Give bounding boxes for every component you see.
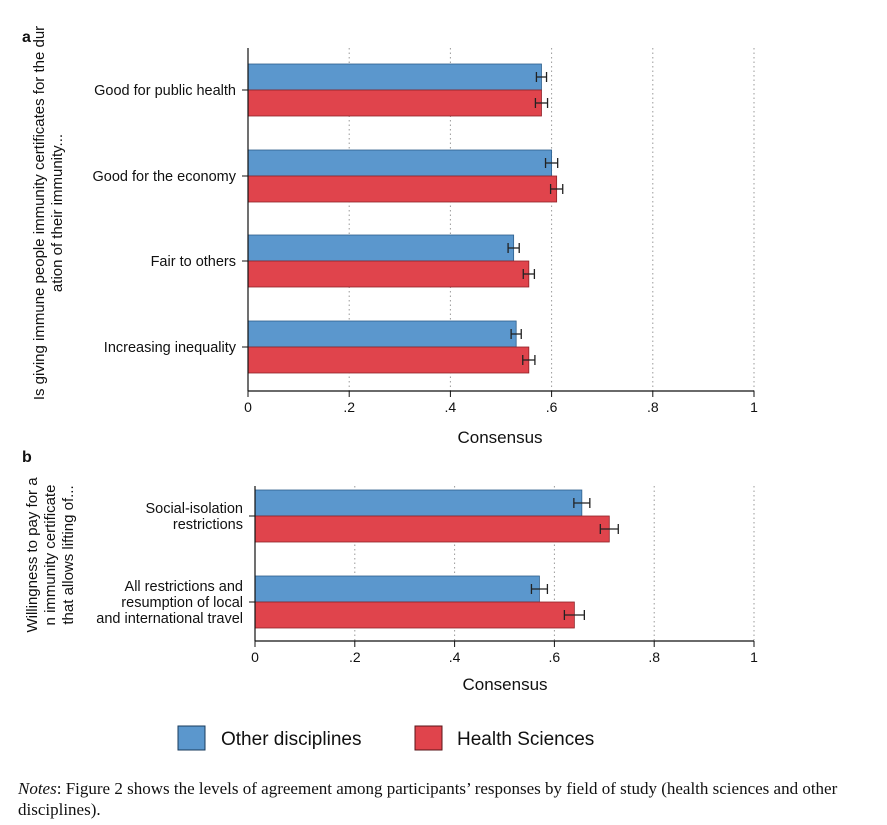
panel-b-bars [254,489,619,629]
bar-health-sciences-all-restrictions-and-resumption-of-local-and-international-travel [254,601,575,629]
panel-a: a Is giving immune people immunity certi… [22,26,758,447]
panel-b-x-axis: 0 .2 .4 .6 .8 1 [249,486,758,665]
panel-b-xlabel: Consensus [462,675,547,694]
legend-label-health-sciences: Health Sciences [457,729,594,750]
panel-b-gridlines [354,486,755,641]
panel-a-gridlines [348,48,755,391]
panel-a-label: a [22,29,31,46]
bar-other-disciplines-good-for-public-health [247,63,542,91]
x-tick-label: .8 [647,399,659,415]
category-label: Increasing inequality [104,340,237,356]
category-label: Good for public health [94,83,236,99]
figure-notes: Notes: Figure 2 shows the levels of agre… [18,778,880,820]
category-label: All restrictions and [125,579,243,595]
legend-label-other-disciplines: Other disciplines [221,729,361,750]
figure: a Is giving immune people immunity certi… [22,26,758,751]
bar-health-sciences-increasing-inequality [247,346,530,374]
x-tick-label: 1 [750,649,758,665]
x-tick-label: .6 [549,649,561,665]
category-label: resumption of local [121,595,243,611]
x-tick-label: 0 [251,649,259,665]
x-tick-label: .8 [648,649,660,665]
panel-b-ylabel-line-2: n immunity certificate [42,485,59,626]
panel-a-x-axis: 0 .2 .4 .6 .8 1 [242,48,758,415]
panel-b-ylabel-line-1: Willingness to pay for a [24,477,41,633]
bar-health-sciences-social-isolation-restrictions [254,515,610,543]
panel-b: b Willingness to pay for a n immunity ce… [22,449,758,694]
panel-a-xlabel: Consensus [457,428,542,447]
category-label: and international travel [96,611,243,627]
bar-health-sciences-good-for-public-health [247,89,542,117]
panel-b-ylabel-line-3: that allows lifting of... [60,485,77,624]
x-tick-label: .4 [445,399,457,415]
bar-other-disciplines-all-restrictions-and-resumption-of-local-and-international-travel [254,575,540,603]
bar-other-disciplines-increasing-inequality [247,320,517,348]
x-tick-label: .2 [343,399,355,415]
panel-a-ylabel-line-1: Is giving immune people immunity certifi… [31,26,48,400]
bar-other-disciplines-fair-to-others [247,234,515,262]
panel-a-ylabel-line-2: ation of their immunity... [49,134,66,292]
legend-swatch-other-disciplines [177,725,206,751]
category-label: Good for the economy [93,169,237,185]
panel-b-label: b [22,449,32,466]
bar-health-sciences-fair-to-others [247,260,530,288]
legend: Other disciplines Health Sciences [177,725,594,751]
x-tick-label: 0 [244,399,252,415]
x-tick-label: .6 [546,399,558,415]
x-tick-label: 1 [750,399,758,415]
panel-a-bars [247,63,564,374]
category-label: Social-isolation [145,501,243,517]
x-tick-label: .2 [349,649,361,665]
legend-swatch-health-sciences [414,725,443,751]
category-label: Fair to others [151,254,236,270]
bar-other-disciplines-social-isolation-restrictions [254,489,583,517]
x-tick-label: .4 [449,649,461,665]
panel-a-category-labels: Good for public health Good for the econo… [93,83,237,356]
notes-label: Notes [18,779,57,798]
bar-other-disciplines-good-for-the-economy [247,149,553,177]
notes-text: : Figure 2 shows the levels of agreement… [18,779,838,819]
category-label: restrictions [173,517,243,533]
bar-health-sciences-good-for-the-economy [247,175,558,203]
